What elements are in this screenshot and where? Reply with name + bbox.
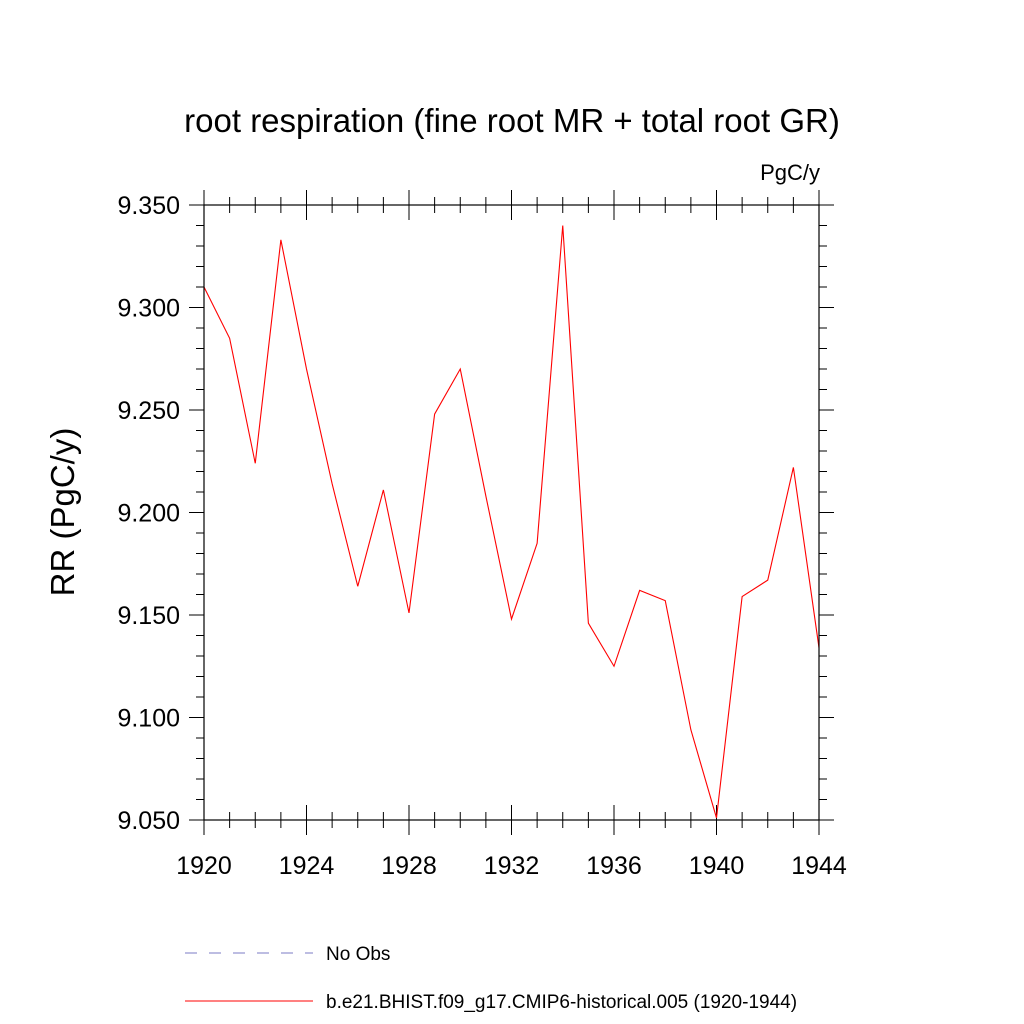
- chart-title: root respiration (fine root MR + total r…: [184, 102, 840, 139]
- y-tick-label: 9.250: [117, 397, 180, 425]
- tick-labels: 1920 1924 1928 1932 1936 1940 1944 9.050 9.100 9.…: [117, 192, 846, 880]
- y-tick-label: 9.350: [117, 192, 180, 220]
- x-tick-label: 1940: [689, 852, 745, 880]
- y-axis-label: RR (PgC/y): [44, 428, 81, 597]
- y-tick-label: 9.150: [117, 602, 180, 630]
- y-tick-label: 9.100: [117, 705, 180, 733]
- series-line-0: [203, 225, 820, 819]
- series-layer: [203, 225, 820, 819]
- legend: No Obs b.e21.BHIST.f09_g17.CMIP6-histori…: [185, 944, 797, 1013]
- x-tick-label: 1936: [586, 852, 642, 880]
- plot-frame: [203, 204, 820, 821]
- legend-label-historical: b.e21.BHIST.f09_g17.CMIP6-historical.005…: [326, 992, 797, 1013]
- x-tick-label: 1920: [176, 852, 232, 880]
- y-tick-label: 9.050: [117, 807, 180, 835]
- x-tick-label: 1928: [381, 852, 437, 880]
- y-tick-label: 9.200: [117, 500, 180, 528]
- units-label: PgC/y: [760, 160, 820, 185]
- x-tick-label: 1924: [279, 852, 335, 880]
- axis-ticks: [189, 190, 834, 835]
- legend-label-no-obs: No Obs: [326, 944, 390, 965]
- x-tick-label: 1932: [484, 852, 540, 880]
- y-tick-label: 9.300: [117, 295, 180, 323]
- x-tick-label: 1944: [791, 852, 847, 880]
